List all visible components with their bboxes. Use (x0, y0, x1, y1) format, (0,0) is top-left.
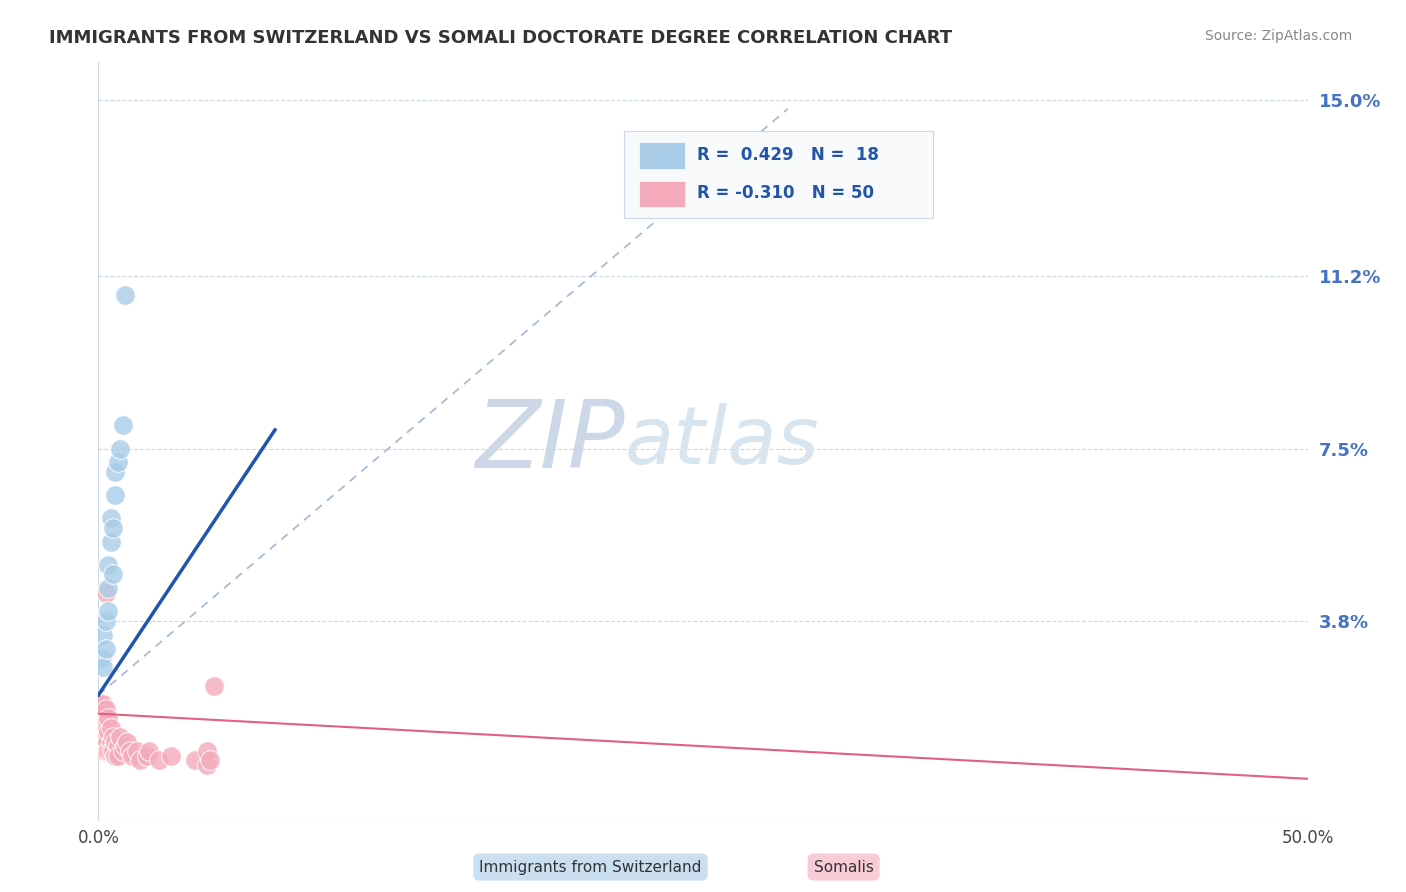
Point (91, 698, 114, 712)
Point (94, 730, 117, 744)
Point (91, 715, 114, 730)
Point (101, 520, 124, 534)
Point (90, 730, 112, 744)
Point (97, 711, 120, 725)
Point (91, 650, 114, 665)
Point (94, 614, 117, 628)
Point (100, 511, 122, 525)
Point (114, 739, 136, 754)
FancyBboxPatch shape (638, 180, 685, 207)
Point (94, 585, 117, 599)
Text: Immigrants from Switzerland: Immigrants from Switzerland (479, 860, 702, 874)
Point (111, 744, 134, 758)
Text: Source: ZipAtlas.com: Source: ZipAtlas.com (1205, 29, 1353, 44)
Point (104, 734, 127, 748)
Point (138, 744, 160, 758)
Point (148, 753, 170, 767)
Point (91, 660, 114, 674)
Point (118, 744, 141, 758)
Point (107, 455, 129, 469)
Point (97, 558, 120, 572)
Text: R = -0.310   N = 50: R = -0.310 N = 50 (697, 185, 875, 202)
Point (204, 679, 226, 693)
Point (117, 734, 139, 748)
Point (114, 288, 136, 302)
Point (101, 730, 124, 744)
Point (195, 744, 218, 758)
Point (90, 721, 112, 735)
Point (91, 706, 114, 721)
Point (94, 715, 117, 730)
Text: IMMIGRANTS FROM SWITZERLAND VS SOMALI DOCTORATE DEGREE CORRELATION CHART: IMMIGRANTS FROM SWITZERLAND VS SOMALI DO… (49, 29, 952, 47)
Point (91, 734, 114, 748)
Text: atlas: atlas (624, 402, 820, 481)
Point (97, 604, 120, 618)
Point (104, 465, 127, 479)
Point (89, 725, 111, 739)
Point (100, 744, 122, 758)
Point (91, 627, 114, 641)
Point (135, 748, 157, 763)
Point (91, 730, 114, 744)
Point (96, 734, 118, 748)
Point (128, 753, 150, 767)
FancyBboxPatch shape (624, 130, 932, 218)
Point (101, 744, 124, 758)
Point (104, 748, 127, 763)
Point (100, 534, 122, 549)
Point (94, 702, 117, 716)
Point (111, 418, 134, 433)
Point (91, 721, 114, 735)
Point (94, 641, 117, 656)
Point (97, 725, 120, 739)
Point (97, 744, 120, 758)
Point (104, 488, 127, 502)
Point (195, 757, 218, 772)
Point (97, 581, 120, 595)
Point (198, 753, 221, 767)
FancyBboxPatch shape (638, 142, 685, 169)
Point (94, 744, 117, 758)
Point (93, 706, 115, 721)
Point (93, 734, 115, 748)
Point (101, 567, 124, 582)
Point (91, 744, 114, 758)
Point (127, 744, 149, 758)
Point (121, 748, 143, 763)
Point (184, 753, 207, 767)
Point (108, 442, 131, 456)
Text: Somalis: Somalis (814, 860, 873, 874)
Text: ZIP: ZIP (475, 396, 624, 487)
Point (90, 698, 112, 712)
Point (96, 721, 118, 735)
Point (100, 734, 122, 748)
Text: R =  0.429   N =  18: R = 0.429 N = 18 (697, 146, 879, 164)
Point (93, 721, 115, 735)
Point (100, 721, 122, 735)
Point (107, 748, 129, 763)
Point (107, 739, 129, 754)
Point (108, 730, 131, 744)
Point (160, 748, 183, 763)
